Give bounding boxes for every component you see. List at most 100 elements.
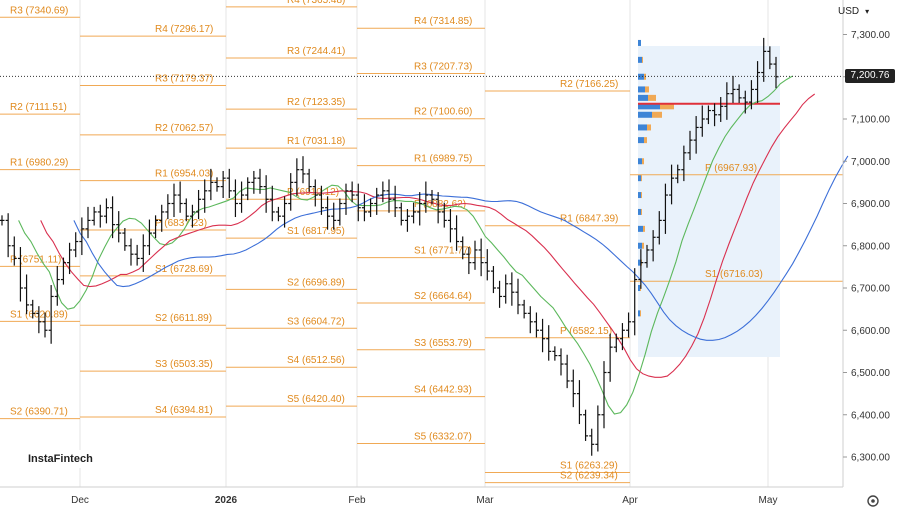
volume-profile-area xyxy=(638,46,780,357)
chevron-down-icon: ▾ xyxy=(865,6,870,16)
pivot-label: S4 (6512.56) xyxy=(287,355,345,366)
x-tick-label: Apr xyxy=(622,495,638,506)
pivot-label: R3 (7179.37) xyxy=(155,73,213,84)
volume-profile-bar xyxy=(642,242,644,249)
currency-label: USD xyxy=(838,5,860,17)
volume-profile-bar xyxy=(641,192,642,199)
pivot-label: P (6751.11) xyxy=(10,254,61,265)
y-tick-label: 6,600.00 xyxy=(851,326,890,337)
volume-profile-bar xyxy=(660,103,674,110)
volume-profile-bar xyxy=(638,124,647,131)
ma-mid-line xyxy=(40,93,816,378)
volume-profile-bar xyxy=(644,137,647,144)
pivot-label: R1 (6980.29) xyxy=(10,158,68,169)
y-tick-label: 6,400.00 xyxy=(851,410,890,421)
volume-profile-bar xyxy=(641,175,642,182)
pivot-label: R3 (7340.69) xyxy=(10,5,68,16)
pivot-label: R2 (7100.60) xyxy=(414,107,472,118)
pivot-label: R2 (7062.57) xyxy=(155,123,213,134)
pivot-label: R4 (7314.85) xyxy=(414,16,472,27)
volume-profile-bar xyxy=(638,225,643,232)
volume-profile-bar xyxy=(648,94,656,101)
y-tick-label: 6,300.00 xyxy=(851,453,890,464)
volume-profile-bar xyxy=(638,192,641,199)
x-tick-label: Feb xyxy=(348,495,366,506)
pivot-levels: R3 (7340.69) R2 (7111.51) R1 (6980.29) P (6… xyxy=(0,0,843,484)
pivot-label: R1 (6954.03) xyxy=(155,169,213,180)
volume-profile-bar xyxy=(640,310,641,317)
pivot-label: R3 (7244.41) xyxy=(287,46,345,57)
currency-selector[interactable]: USD ▾ xyxy=(838,2,888,20)
pivot-label: R1 (6989.75) xyxy=(414,154,472,165)
pivot-label: R4 (7296.17) xyxy=(155,24,213,35)
volume-profile-bar xyxy=(638,56,642,63)
pivot-label: P (6882.62) xyxy=(414,199,466,210)
pivot-label: R1 (6847.39) xyxy=(560,214,618,225)
moving-averages xyxy=(18,75,849,415)
volume-profile-bar xyxy=(638,242,642,249)
volume-profile-bar xyxy=(647,124,651,131)
pivot-label: P (6582.15) xyxy=(560,326,612,337)
pivot-label: S1 (6716.03) xyxy=(705,269,763,280)
volume-profile-bar xyxy=(638,137,644,144)
volume-profile-bar xyxy=(638,94,648,101)
pivot-label: R2 (7123.35) xyxy=(287,97,345,108)
y-tick-label: 6,900.00 xyxy=(851,199,890,210)
volume-profile-bar xyxy=(638,39,641,46)
volume-profile-bar xyxy=(645,86,649,93)
y-tick-label: 7,300.00 xyxy=(851,30,890,41)
pivot-label: S5 (6332.07) xyxy=(414,431,472,442)
volume-profile-bar xyxy=(652,111,662,118)
pivot-label: S2 (6390.71) xyxy=(10,407,68,418)
pivot-label: P (6837.23) xyxy=(155,218,207,229)
x-tick-label: May xyxy=(759,495,778,506)
pivot-label: S2 (6611.89) xyxy=(155,313,212,324)
ma-slow-line xyxy=(73,155,849,341)
pivot-label: R3 (7207.73) xyxy=(414,61,472,72)
volume-profile-bar xyxy=(638,208,641,215)
pivot-label: S4 (6442.93) xyxy=(414,385,472,396)
volume-profile-bar xyxy=(643,225,645,232)
volume-profile-bar xyxy=(638,285,640,291)
volume-profile-bar xyxy=(638,103,660,110)
pivot-label: S1 (6728.69) xyxy=(155,264,213,275)
pivot-label: S3 (6604.72) xyxy=(287,316,345,327)
pivot-label: R1 (7031.18) xyxy=(287,136,345,147)
pivot-label: S2 (6664.64) xyxy=(414,291,472,302)
y-tick-label: 6,700.00 xyxy=(851,284,890,295)
pivot-label: S2 (6696.89) xyxy=(287,277,345,288)
volume-profile xyxy=(638,39,780,357)
pivot-label: P (6967.93) xyxy=(705,163,757,174)
watermark-logo: InstaFintech xyxy=(22,450,99,468)
pivot-label: S4 (6394.81) xyxy=(155,405,213,416)
pivot-label: S3 (6503.35) xyxy=(155,359,213,370)
volume-profile-bar xyxy=(638,259,641,266)
volume-profile-bar xyxy=(638,73,644,80)
volume-profile-bar xyxy=(638,86,645,93)
x-tick-label: 2026 xyxy=(215,495,238,506)
volume-profile-bar xyxy=(642,56,643,63)
y-tick-label: 6,800.00 xyxy=(851,241,890,252)
current-price-tag: 7,200.76 xyxy=(845,69,895,84)
y-tick-label: 7,100.00 xyxy=(851,115,890,126)
x-tick-label: Mar xyxy=(476,495,494,506)
x-axis: Dec 2026 Feb Mar Apr May xyxy=(0,486,843,506)
y-tick-label: 6,500.00 xyxy=(851,368,890,379)
volume-profile-bar xyxy=(638,111,652,118)
volume-profile-bar xyxy=(641,208,642,215)
gear-icon[interactable] xyxy=(866,494,880,508)
pivot-label: R2 (7111.51) xyxy=(10,102,67,113)
pivot-label: S5 (6420.40) xyxy=(287,394,345,405)
pivot-label: R4 (7365.48) xyxy=(287,0,345,6)
y-tick-label: 7,000.00 xyxy=(851,157,890,168)
pivot-label: S1 (6263.29) xyxy=(560,461,618,472)
volume-profile-bar xyxy=(638,175,641,182)
volume-profile-bar xyxy=(638,310,640,317)
pivot-label: S2 (6239.34) xyxy=(560,471,618,482)
ma-fast-line xyxy=(18,75,793,415)
x-tick-label: Dec xyxy=(71,495,89,506)
pivot-label: R2 (7166.25) xyxy=(560,79,618,90)
pivot-label: S3 (6553.79) xyxy=(414,338,472,349)
volume-profile-bar xyxy=(642,158,644,165)
